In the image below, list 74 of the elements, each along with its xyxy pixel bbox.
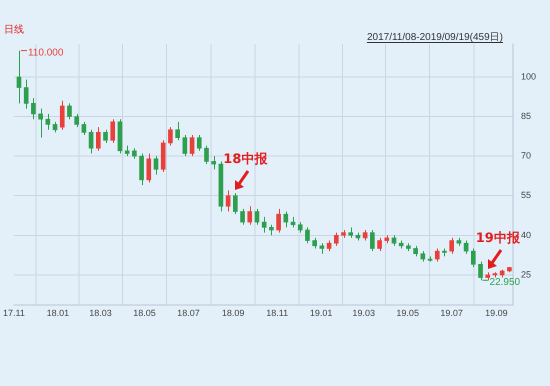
candlestick	[124, 145, 130, 157]
candlestick	[254, 208, 260, 226]
annotation: 18中报	[223, 152, 268, 167]
candlestick	[240, 208, 245, 226]
candlestick	[269, 224, 274, 236]
candlestick	[154, 156, 158, 176]
candlestick	[298, 222, 303, 234]
candlestick	[190, 134, 194, 157]
candlestick	[283, 211, 288, 228]
candlestick	[16, 50, 22, 104]
x-tick-label: 17.11	[2, 308, 25, 318]
x-tick-label: 18.07	[177, 308, 200, 318]
candlestick	[74, 113, 79, 128]
candlestick	[370, 230, 375, 252]
candlestick	[182, 134, 188, 157]
candlestick	[312, 237, 317, 249]
candlestick	[305, 226, 310, 244]
candlestick	[247, 206, 252, 226]
x-tick-label: 18.11	[266, 308, 288, 318]
text: 2017/11/08-2019/09/19(459日)	[366, 32, 503, 43]
candlestick	[88, 129, 94, 154]
y-tick-label: 85	[520, 111, 531, 122]
y-tick-label: 70	[520, 150, 531, 161]
candlestick	[175, 121, 180, 141]
candlestick	[45, 113, 50, 130]
candlestick	[334, 232, 339, 246]
y-tick-label: 100	[520, 71, 536, 82]
candlestick	[31, 98, 36, 120]
candlestick	[67, 102, 72, 120]
candlestick	[211, 156, 216, 170]
x-tick-label: 19.01	[310, 308, 332, 318]
annotation: 22.950	[490, 277, 521, 288]
candlestick	[52, 121, 58, 133]
candlestick	[168, 126, 173, 146]
chart-subtitle: 日线	[4, 24, 24, 36]
annotation: 19中报	[476, 231, 521, 246]
candlestick	[320, 242, 324, 254]
candlestick	[449, 237, 454, 254]
candlestick	[276, 208, 281, 234]
candlestick	[60, 100, 65, 130]
candlestick	[226, 190, 230, 212]
candlestick	[413, 245, 418, 257]
annotation: 110.000	[28, 47, 64, 58]
candlestick	[38, 108, 43, 138]
x-tick-label: 18.05	[133, 308, 156, 318]
candlestick	[326, 240, 332, 252]
x-tick-label: 18.03	[89, 308, 112, 318]
candlestick	[233, 192, 238, 215]
candlestick	[377, 237, 382, 252]
candlestick	[196, 134, 202, 152]
candlestick	[420, 250, 426, 262]
x-tick-label: 19.03	[352, 308, 375, 318]
candlestick	[96, 126, 101, 152]
x-tick-label: 19.07	[440, 308, 463, 318]
candlestick	[110, 118, 116, 144]
candlestick	[24, 79, 29, 110]
y-tick-label: 25	[520, 269, 531, 280]
candlestick	[464, 240, 468, 254]
x-tick-label: 19.05	[396, 308, 419, 318]
candlestick	[290, 216, 296, 228]
candlestick	[146, 152, 152, 184]
candlestick	[204, 145, 209, 165]
y-tick-label: 55	[520, 190, 531, 200]
candlestick	[392, 234, 396, 246]
candlestick	[470, 248, 476, 268]
x-tick-label: 18.01	[46, 308, 70, 318]
candlestick	[434, 248, 440, 262]
candlestick	[103, 129, 108, 144]
x-tick-label: 18.09	[222, 308, 244, 318]
x-tick-label: 19.09	[485, 308, 508, 318]
y-tick-label: 40	[520, 230, 531, 240]
candlestick	[132, 148, 137, 160]
candlestick	[362, 230, 368, 242]
candlestick	[82, 121, 86, 136]
